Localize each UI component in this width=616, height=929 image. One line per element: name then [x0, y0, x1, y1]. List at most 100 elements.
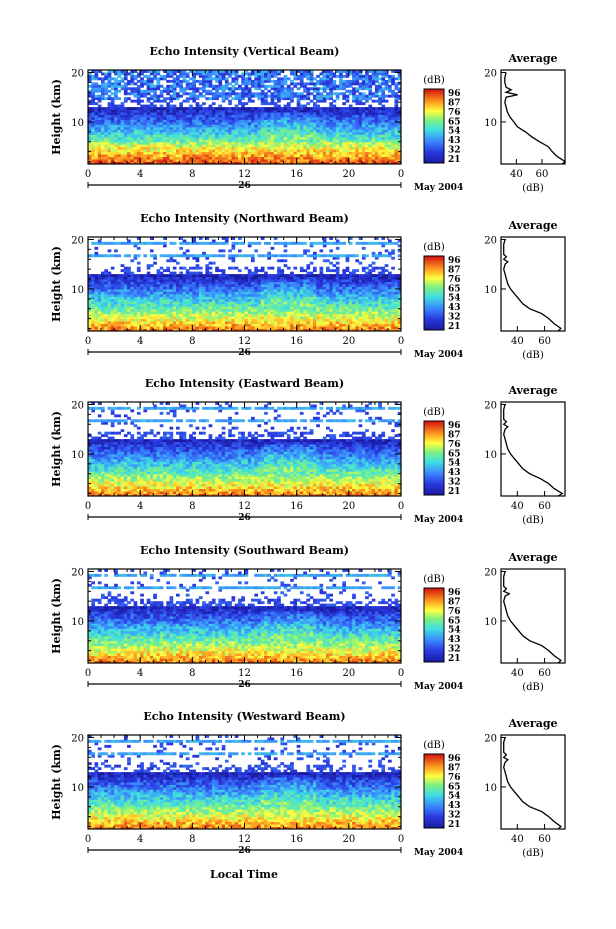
heatmap-cell [270, 117, 275, 120]
heatmap-cell [153, 316, 157, 320]
heatmap-cell [394, 293, 399, 297]
heatmap-cell [303, 109, 307, 113]
heatmap-cell [189, 313, 193, 317]
heatmap-cell [254, 121, 258, 125]
heatmap-cell [293, 139, 298, 143]
heatmap-cell [88, 161, 92, 165]
heatmap-cell [394, 151, 399, 155]
heatmap-cell [286, 139, 291, 143]
heatmap-cell [97, 151, 102, 155]
heatmap-cell [205, 301, 210, 305]
heatmap-cell [361, 121, 366, 125]
heatmap-cell [110, 102, 115, 106]
heatmap-cell [365, 151, 369, 155]
heatmap-cell [202, 131, 206, 135]
heatmap-cell [273, 321, 278, 324]
heatmap-cell [335, 154, 340, 157]
heatmap-cell [313, 151, 317, 155]
heatmap-cell [110, 129, 115, 133]
heatmap-cell [163, 154, 167, 157]
heatmap-cell [221, 303, 226, 307]
heatmap-cell [218, 72, 223, 76]
heatmap-cell [133, 134, 138, 138]
heatmap-cell [146, 146, 151, 150]
heatmap-cell [378, 293, 382, 297]
heatmap-cell [299, 79, 304, 83]
heatmap-cell [348, 141, 353, 145]
heatmap-cell [329, 87, 333, 91]
heatmap-cell [244, 139, 249, 143]
heatmap-cell [273, 87, 278, 91]
heatmap-cell [149, 328, 154, 332]
heatmap-cell [143, 92, 148, 96]
heatmap-cell [94, 151, 99, 155]
heatmap-cell [176, 301, 180, 305]
heatmap-cell [352, 117, 356, 120]
heatmap-cell [358, 87, 363, 91]
heatmap-cell [208, 92, 213, 96]
heatmap-cell [166, 321, 170, 324]
heatmap-cell [267, 156, 271, 160]
heatmap-cell [342, 288, 346, 292]
heatmap-cell [319, 146, 324, 150]
heatmap-cell [198, 119, 203, 123]
heatmap-cell [280, 79, 285, 83]
heatmap-cell [260, 131, 265, 135]
heatmap-cell [293, 156, 298, 160]
heatmap-cell [345, 94, 350, 98]
heatmap-cell [195, 102, 200, 106]
heatmap-cell [273, 161, 278, 165]
heatmap-cell [156, 87, 161, 91]
heatmap-cell [104, 119, 108, 123]
heatmap-cell [101, 306, 105, 310]
heatmap-cell [146, 156, 151, 160]
heatmap-cell [224, 328, 229, 332]
heatmap-cell [104, 112, 108, 115]
heatmap-cell [335, 301, 340, 305]
heatmap-cell [205, 109, 210, 113]
heatmap-cell [348, 104, 353, 108]
heatmap-cell [374, 87, 379, 91]
heatmap-cell [267, 316, 271, 320]
heatmap-cell [163, 112, 167, 115]
heatmap-cell [270, 144, 275, 148]
heatmap-cell [241, 288, 245, 292]
heatmap-cell [293, 151, 298, 155]
heatmap-cell [198, 82, 203, 86]
heatmap-cell [127, 126, 131, 130]
heatmap-cell [368, 124, 373, 128]
heatmap-cell [299, 316, 304, 320]
heatmap-cell [316, 74, 320, 78]
heatmap-cell [211, 124, 216, 128]
heatmap-cell [146, 109, 151, 113]
heatmap-cell [97, 89, 102, 93]
heatmap-cell [120, 161, 125, 165]
heatmap-cell [163, 89, 167, 93]
heatmap-cell [397, 328, 402, 332]
heatmap-cell [133, 293, 138, 297]
heatmap-cell [342, 119, 346, 123]
heatmap-cell [149, 303, 154, 307]
heatmap-cell [391, 293, 395, 297]
heatmap-cell [319, 161, 324, 165]
heatmap-cell [179, 112, 183, 115]
heatmap-cell [391, 82, 395, 86]
heatmap-cell [234, 119, 239, 123]
heatmap-cell [114, 159, 118, 162]
heatmap-cell [352, 70, 356, 73]
heatmap-cell [238, 141, 242, 145]
heatmap-cell [198, 104, 203, 108]
heatmap-cell [88, 293, 92, 297]
heatmap-cell [211, 326, 216, 329]
heatmap-cell [345, 296, 350, 300]
heatmap-cell [368, 323, 373, 327]
heatmap-cell [104, 134, 108, 138]
heatmap-cell [361, 117, 366, 120]
heatmap-cell [384, 121, 389, 125]
heatmap-cell [374, 126, 379, 130]
heatmap-cell [169, 296, 174, 300]
heatmap-cell [254, 136, 258, 140]
heatmap-cell [293, 72, 298, 76]
heatmap-cell [208, 326, 213, 329]
heatmap-cell [397, 121, 402, 125]
